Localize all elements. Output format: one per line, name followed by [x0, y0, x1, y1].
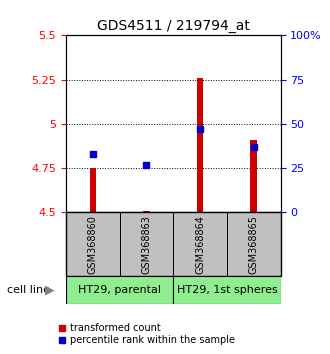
FancyBboxPatch shape: [66, 276, 173, 304]
Text: GSM368863: GSM368863: [142, 215, 151, 274]
FancyBboxPatch shape: [66, 212, 119, 276]
FancyBboxPatch shape: [119, 212, 173, 276]
FancyBboxPatch shape: [173, 212, 227, 276]
Text: GSM368864: GSM368864: [195, 215, 205, 274]
Text: GSM368865: GSM368865: [249, 215, 259, 274]
FancyBboxPatch shape: [173, 276, 280, 304]
Text: HT29, parental: HT29, parental: [78, 285, 161, 295]
Text: HT29, 1st spheres: HT29, 1st spheres: [177, 285, 277, 295]
Title: GDS4511 / 219794_at: GDS4511 / 219794_at: [97, 19, 250, 33]
Legend: transformed count, percentile rank within the sample: transformed count, percentile rank withi…: [54, 319, 239, 349]
Bar: [90, 168, 96, 212]
Bar: [250, 140, 257, 212]
Text: GSM368860: GSM368860: [88, 215, 98, 274]
Bar: [197, 78, 203, 212]
Text: ▶: ▶: [45, 284, 54, 297]
Text: cell line: cell line: [7, 285, 50, 295]
FancyBboxPatch shape: [227, 212, 280, 276]
Bar: [143, 211, 150, 212]
